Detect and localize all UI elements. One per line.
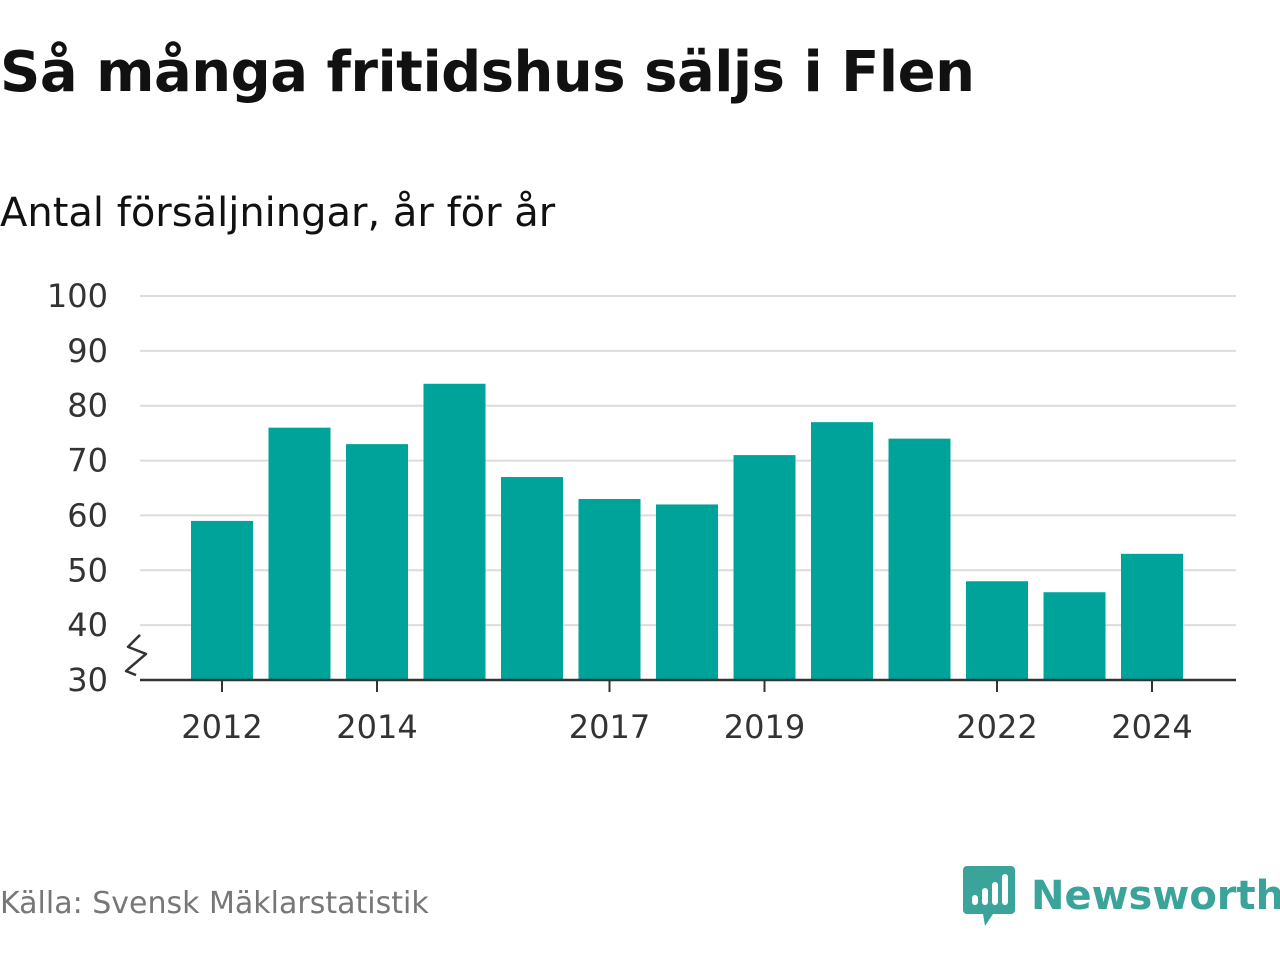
bar-2020 xyxy=(811,422,873,680)
bar-2019 xyxy=(733,455,796,680)
bar-2013 xyxy=(268,427,331,680)
bar-2024 xyxy=(1121,553,1183,680)
bar-2022 xyxy=(966,581,1028,680)
bar-2018 xyxy=(656,504,718,680)
y-tick-label: 80 xyxy=(67,387,108,425)
chart-subtitle: Antal försäljningar, år för år xyxy=(0,190,556,236)
y-axis-tick-labels: 30 40 50 60 70 80 90 100 xyxy=(47,277,108,699)
x-tick-label: 2024 xyxy=(1111,708,1192,746)
x-tick-label: 2019 xyxy=(724,708,805,746)
bar-2017 xyxy=(578,498,641,680)
bar-2012 xyxy=(191,520,253,680)
y-tick-label: 60 xyxy=(67,496,108,534)
bar-2016 xyxy=(501,477,563,680)
bar-2014 xyxy=(346,444,408,680)
x-tick-label: 2017 xyxy=(569,708,650,746)
x-axis-tick-labels: 2012 2014 2017 2019 2022 2024 xyxy=(181,708,1192,746)
y-tick-label: 40 xyxy=(67,606,108,644)
x-tick-label: 2014 xyxy=(336,708,417,746)
chart-title: Så många fritidshus säljs i Flen xyxy=(0,40,975,105)
bar-2021 xyxy=(888,438,951,680)
y-tick-label: 100 xyxy=(47,277,108,315)
brand-logo[interactable]: Newsworthy xyxy=(963,864,1280,928)
bar-2015 xyxy=(423,383,486,680)
y-tick-label: 70 xyxy=(67,442,108,480)
newsworthy-logo-icon xyxy=(963,866,1015,926)
axis-break-symbol xyxy=(124,633,148,677)
y-tick-label: 30 xyxy=(67,661,108,699)
bars xyxy=(191,383,1183,680)
bar-2023 xyxy=(1043,592,1106,680)
y-tick-label: 50 xyxy=(67,551,108,589)
x-axis xyxy=(124,633,1236,692)
y-tick-label: 90 xyxy=(67,332,108,370)
brand-name: Newsworthy xyxy=(1031,873,1280,919)
source-note: Källa: Svensk Mäklarstatistik xyxy=(0,886,429,921)
x-tick-label: 2012 xyxy=(181,708,262,746)
x-tick-label: 2022 xyxy=(956,708,1037,746)
